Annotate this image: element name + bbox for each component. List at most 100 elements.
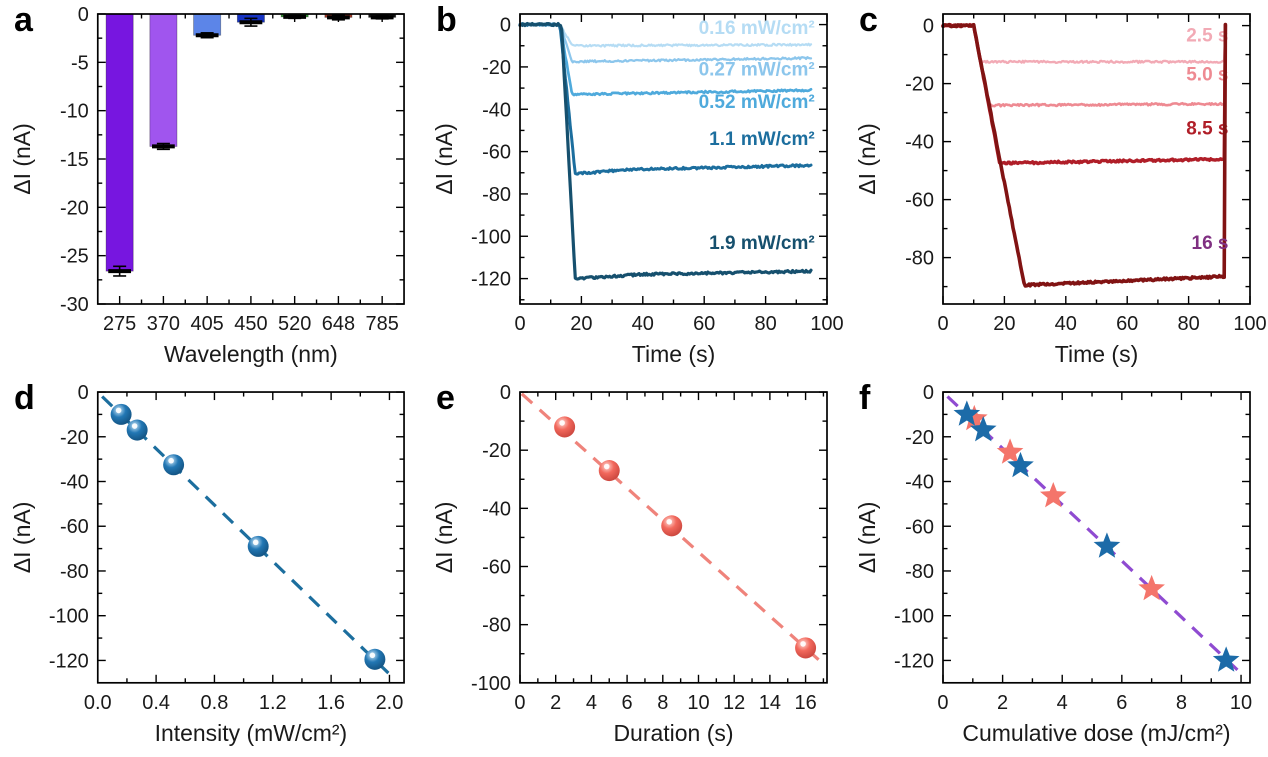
svg-text:-100: -100 xyxy=(49,606,89,628)
svg-text:0: 0 xyxy=(937,692,948,714)
svg-text:1.9 mW/cm²: 1.9 mW/cm² xyxy=(709,233,815,254)
svg-text:-5: -5 xyxy=(71,52,89,74)
svg-text:0: 0 xyxy=(923,382,934,404)
svg-text:ΔI (nA): ΔI (nA) xyxy=(9,502,35,574)
svg-text:80: 80 xyxy=(1177,313,1199,335)
panel-d-chart: 0 -20 -40 -60 -80 -100 -120 0.0 0.4 0.8 1.2 1.6 2.0 I… xyxy=(9,382,405,746)
svg-text:1.2: 1.2 xyxy=(259,692,287,714)
svg-text:405: 405 xyxy=(191,313,224,335)
panel-b-letter: b xyxy=(436,1,457,39)
svg-text:-120: -120 xyxy=(894,650,934,672)
svg-text:ΔI (nA): ΔI (nA) xyxy=(431,123,457,195)
svg-text:4: 4 xyxy=(586,692,597,714)
svg-text:648: 648 xyxy=(322,313,355,335)
svg-text:0: 0 xyxy=(78,382,89,404)
svg-text:10: 10 xyxy=(1230,692,1252,714)
svg-text:-100: -100 xyxy=(471,226,511,248)
svg-text:40: 40 xyxy=(1055,313,1077,335)
svg-text:ΔI (nA): ΔI (nA) xyxy=(431,502,457,574)
svg-text:-100: -100 xyxy=(471,673,511,695)
svg-text:0.52 mW/cm²: 0.52 mW/cm² xyxy=(699,92,815,113)
panel-f: f 0 -20 -40 -60 -80 -100 -120 0 2 4 6 8 10 Cumulative… xyxy=(845,378,1268,757)
svg-text:5.0 s: 5.0 s xyxy=(1186,65,1228,86)
svg-text:450: 450 xyxy=(234,313,267,335)
svg-text:0: 0 xyxy=(500,15,511,37)
svg-text:-20: -20 xyxy=(482,440,511,462)
svg-text:0: 0 xyxy=(500,382,511,404)
svg-text:0.8: 0.8 xyxy=(201,692,229,714)
svg-text:0.16 mW/cm²: 0.16 mW/cm² xyxy=(699,18,815,39)
panel-a-chart: 0 -5 -10 -15 -20 -25 -30 275 370 405 450 520 648 785 W… xyxy=(9,4,405,367)
svg-text:20: 20 xyxy=(570,313,592,335)
svg-text:2: 2 xyxy=(550,692,561,714)
svg-text:-80: -80 xyxy=(482,184,511,206)
svg-text:100: 100 xyxy=(810,313,843,335)
svg-text:-20: -20 xyxy=(482,57,511,79)
svg-text:0: 0 xyxy=(937,313,948,335)
svg-text:-100: -100 xyxy=(894,606,934,628)
svg-text:-25: -25 xyxy=(60,246,89,268)
panel-a-letter: a xyxy=(14,1,33,39)
svg-text:-40: -40 xyxy=(905,471,934,493)
svg-text:16: 16 xyxy=(794,692,816,714)
svg-text:6: 6 xyxy=(622,692,633,714)
svg-text:-60: -60 xyxy=(482,142,511,164)
svg-text:Wavelength (nm): Wavelength (nm) xyxy=(164,341,338,367)
svg-text:8.5 s: 8.5 s xyxy=(1186,118,1228,139)
svg-text:-80: -80 xyxy=(482,615,511,637)
svg-text:2: 2 xyxy=(997,692,1008,714)
panel-d: d 0 -20 -40 -60 -80 -100 -120 0.0 0.4 0.8 1.2 1.6 2.… xyxy=(0,378,422,757)
svg-text:10: 10 xyxy=(687,692,709,714)
svg-text:-80: -80 xyxy=(905,248,934,270)
svg-text:-40: -40 xyxy=(482,99,511,121)
svg-text:Cumulative dose (mJ/cm²): Cumulative dose (mJ/cm²) xyxy=(962,720,1230,746)
svg-text:Time (s): Time (s) xyxy=(632,341,715,367)
svg-text:370: 370 xyxy=(147,313,180,335)
svg-text:0: 0 xyxy=(78,4,89,26)
svg-text:-120: -120 xyxy=(49,650,89,672)
panel-a: a 0 -5 -10 -15 -20 -25 -30 275 370 405 450 520 648 78… xyxy=(0,0,422,378)
svg-text:Duration (s): Duration (s) xyxy=(613,720,733,746)
panel-d-letter: d xyxy=(14,379,35,417)
svg-text:-10: -10 xyxy=(60,101,89,123)
svg-text:60: 60 xyxy=(1116,313,1138,335)
svg-text:520: 520 xyxy=(278,313,311,335)
panel-b: b 0 -20 -40 -60 -80 -100 -120 0 20 40 60 80 100 0.16 … xyxy=(422,0,845,378)
svg-text:785: 785 xyxy=(366,313,399,335)
svg-text:2.5 s: 2.5 s xyxy=(1186,26,1228,47)
svg-text:Time (s): Time (s) xyxy=(1055,341,1138,367)
svg-text:0.4: 0.4 xyxy=(142,692,170,714)
panel-c-chart: 0 -20 -40 -60 -80 0 20 40 60 80 100 2.5 s 5.0 s 8.5 s… xyxy=(854,13,1267,367)
panel-f-letter: f xyxy=(859,379,871,417)
svg-text:2.0: 2.0 xyxy=(376,692,404,714)
svg-text:16 s: 16 s xyxy=(1192,233,1229,254)
svg-text:-80: -80 xyxy=(60,561,89,583)
panel-e: e 0 -20 -40 -60 -80 -100 0 2 4 6 8 10 12 14 16 Duration… xyxy=(422,378,845,757)
svg-text:-80: -80 xyxy=(905,561,934,583)
svg-text:-40: -40 xyxy=(905,132,934,154)
svg-text:-120: -120 xyxy=(471,269,511,291)
svg-text:-20: -20 xyxy=(60,427,89,449)
svg-text:80: 80 xyxy=(754,313,776,335)
svg-text:20: 20 xyxy=(993,313,1015,335)
svg-text:ΔI (nA): ΔI (nA) xyxy=(9,123,35,195)
svg-text:4: 4 xyxy=(1057,692,1068,714)
svg-text:-40: -40 xyxy=(60,471,89,493)
svg-text:100: 100 xyxy=(1233,313,1266,335)
svg-text:275: 275 xyxy=(103,313,136,335)
panel-e-letter: e xyxy=(436,379,455,417)
svg-text:ΔI (nA): ΔI (nA) xyxy=(854,502,880,574)
svg-text:-20: -20 xyxy=(905,427,934,449)
svg-text:-20: -20 xyxy=(905,74,934,96)
svg-text:1.1 mW/cm²: 1.1 mW/cm² xyxy=(709,129,815,150)
svg-text:6: 6 xyxy=(1116,692,1127,714)
svg-text:-60: -60 xyxy=(905,516,934,538)
panel-c: c 0 -20 -40 -60 -80 0 20 40 60 80 100 2.5 s 5.0 s 8.5… xyxy=(845,0,1268,378)
svg-text:-40: -40 xyxy=(482,498,511,520)
svg-text:0: 0 xyxy=(923,16,934,38)
svg-text:-30: -30 xyxy=(60,294,89,316)
svg-text:0.27 mW/cm²: 0.27 mW/cm² xyxy=(699,59,815,80)
